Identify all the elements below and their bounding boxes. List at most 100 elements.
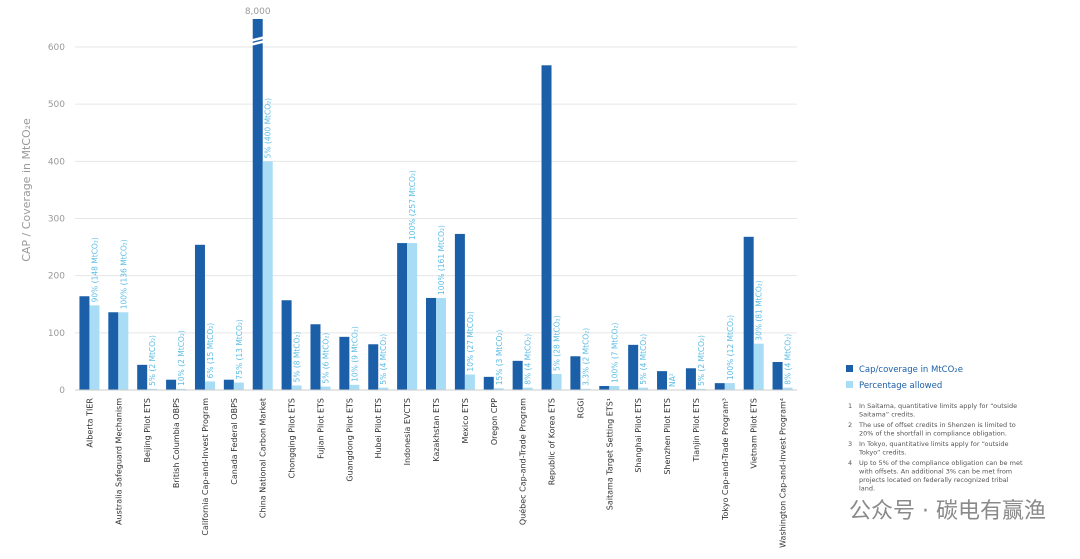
x-tick-label: British Columbia OBPS xyxy=(172,398,181,488)
footnote-text: In Tokyo, quantitative limits apply for … xyxy=(858,440,1009,457)
bar xyxy=(580,388,591,390)
bar xyxy=(493,388,504,390)
bar xyxy=(368,344,379,390)
value-label: 100% (257 MtCO₂) xyxy=(408,170,417,240)
bar xyxy=(685,368,696,390)
value-label: 8,000 xyxy=(245,7,271,17)
bar xyxy=(551,373,562,390)
footnote-text: Up to 5% of the compliance obligation ca… xyxy=(859,459,1023,493)
legend-label: Percentage allowed xyxy=(859,381,942,391)
bar xyxy=(541,65,552,390)
bar xyxy=(464,374,475,390)
bar xyxy=(291,385,302,390)
value-label: 6% (15 MtCO₂) xyxy=(206,323,215,379)
value-label: 100% (12 MtCO₂) xyxy=(726,315,735,380)
value-label: 5% (6 MtCO₂) xyxy=(321,333,330,384)
y-tick-label: 100 xyxy=(48,329,65,339)
bar xyxy=(252,19,263,390)
x-tick-label: Indonesia EVCTS xyxy=(403,398,412,465)
bar xyxy=(512,360,523,390)
x-tick-label: China National Carbon Market xyxy=(259,398,268,518)
value-label: 100% (161 MtCO₂) xyxy=(437,225,446,295)
value-label: 10% (27 MtCO₂) xyxy=(466,311,475,371)
bar xyxy=(599,385,610,390)
bar xyxy=(194,244,205,390)
bar xyxy=(118,312,129,390)
bar xyxy=(609,385,620,390)
bar xyxy=(628,344,639,390)
bar xyxy=(108,312,119,390)
bar xyxy=(137,364,148,390)
bar xyxy=(714,383,725,390)
x-tick-label: Fujian Pilot ETS xyxy=(316,398,325,459)
x-tick-label: Canada Federal OBPS xyxy=(230,398,239,485)
watermark: 公众号 · 碳电有赢渔 xyxy=(849,499,1046,524)
legend-label: Cap/coverage in MtCO₂e xyxy=(859,365,963,375)
x-tick-label: Australia Safeguard Mechanism xyxy=(114,398,123,525)
bar xyxy=(320,386,331,390)
bar xyxy=(79,296,90,390)
bar xyxy=(522,387,533,390)
bar xyxy=(378,387,389,390)
y-tick-label: 200 xyxy=(48,272,65,282)
legend-swatch xyxy=(846,365,853,372)
x-tick-label: Hubei Pilot ETS xyxy=(374,398,383,459)
value-label: 10% (9 MtCO₂) xyxy=(350,326,359,382)
bar xyxy=(397,243,408,390)
value-label: 5% (4 MtCO₂) xyxy=(379,334,388,385)
value-label: 100% (136 MtCO₂) xyxy=(119,239,128,309)
bar xyxy=(262,161,273,390)
bar xyxy=(743,236,754,390)
bar xyxy=(233,382,244,390)
footnote-text: In Saitama, quantitative limits apply fo… xyxy=(859,402,1017,419)
y-tick-label: 600 xyxy=(48,43,65,53)
value-label: 8% (4 MtCO₂) xyxy=(784,334,793,385)
bar xyxy=(281,300,292,390)
bar xyxy=(223,379,234,390)
value-label: 8% (4 MtCO₂) xyxy=(524,334,533,385)
footnote-text: The use of offset credits in Shenzen is … xyxy=(858,421,1016,438)
bar xyxy=(204,381,215,390)
y-tick-label: 500 xyxy=(48,100,65,110)
y-tick-label: 300 xyxy=(48,215,65,225)
bar xyxy=(176,388,187,390)
bar xyxy=(426,297,436,390)
x-tick-label: Shanghai Pilot ETS xyxy=(634,398,643,473)
x-tick-label: Mexico ETS xyxy=(461,398,470,444)
value-label: 75% (13 MtCO₂) xyxy=(235,319,244,379)
x-tick-label: Guangdong Pilot ETS xyxy=(345,398,354,482)
value-label: 3.3% (2 MtCO₂) xyxy=(581,328,590,386)
x-tick-label: Chongqing Pilot ETS xyxy=(288,398,297,478)
footnote-number: 2 xyxy=(848,421,852,429)
value-label: 5% (400 MtCO₂) xyxy=(264,98,273,158)
bar xyxy=(310,324,321,390)
x-tick-label: RGGI xyxy=(576,398,585,418)
value-label: 5% (4 MtCO₂) xyxy=(639,334,648,385)
x-tick-label: Tokyo Cap-and-Trade Program³ xyxy=(721,398,730,521)
bar xyxy=(782,387,793,390)
bar xyxy=(724,383,735,390)
bar xyxy=(147,388,158,390)
bar xyxy=(570,356,581,390)
value-label: NA² xyxy=(668,373,677,387)
x-tick-label: Washington Cap-and-Invest Program⁴ xyxy=(779,398,788,548)
y-axis-label: CAP / Coverage in MtCO₂e xyxy=(20,118,33,262)
bar xyxy=(349,384,360,390)
footnote-number: 1 xyxy=(848,402,852,410)
x-tick-label: Vietnam Pilot ETS xyxy=(750,398,759,469)
bar xyxy=(339,336,350,390)
bar xyxy=(753,343,764,390)
bar xyxy=(638,387,649,390)
x-tick-label: Beijing Pilot ETS xyxy=(143,398,152,462)
value-label: 90% (148 MtCO₂) xyxy=(90,237,99,302)
x-tick-label: Oregon CPP xyxy=(490,398,499,445)
value-label: 5% (8 MtCO₂) xyxy=(293,332,302,383)
footnote-number: 4 xyxy=(848,459,852,467)
y-tick-label: 400 xyxy=(48,157,65,167)
y-tick-label: 0 xyxy=(59,386,65,396)
x-tick-label: Saitama Target Setting ETS¹ xyxy=(605,398,614,510)
x-tick-label: Tianjin Pilot ETS xyxy=(692,398,701,463)
value-label: 5% (2 MtCO₂) xyxy=(697,335,706,386)
value-label: 15% (3 MtCO₂) xyxy=(495,330,504,386)
